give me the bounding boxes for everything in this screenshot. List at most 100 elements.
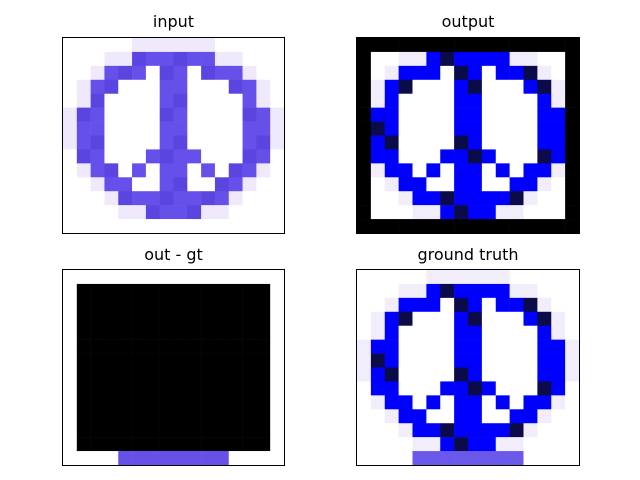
pixel [228, 135, 243, 150]
pixel [228, 205, 243, 220]
pixel [440, 311, 455, 326]
pixel [509, 325, 524, 340]
pixel [468, 191, 483, 206]
pixel [565, 191, 579, 206]
pixel [270, 65, 284, 81]
pixel [76, 423, 91, 438]
pixel [173, 451, 188, 465]
pixel [454, 121, 469, 136]
pixel [495, 311, 510, 326]
pixel [426, 297, 441, 313]
pixel [63, 191, 78, 206]
pixel [201, 423, 216, 438]
pixel [201, 205, 216, 220]
pixel [214, 283, 230, 299]
pixel [256, 65, 271, 81]
pixel [537, 79, 552, 94]
pixel [357, 353, 372, 368]
pixel [565, 93, 579, 108]
pixel [481, 107, 497, 122]
pixel [357, 107, 372, 122]
pixel [398, 283, 413, 299]
pixel [412, 409, 427, 424]
pixel [398, 353, 413, 368]
pixel [145, 437, 160, 452]
pixel [426, 270, 441, 285]
pixel [145, 107, 160, 122]
pixel [412, 423, 427, 438]
pixel [370, 219, 386, 233]
pixel [509, 79, 524, 94]
pixel [370, 51, 386, 67]
pixel [523, 38, 538, 53]
pixel [270, 381, 284, 396]
pixel [495, 191, 510, 206]
pixel [551, 191, 566, 206]
pixel [468, 107, 483, 122]
pixel [412, 135, 427, 150]
pixel [118, 451, 133, 465]
pixel [228, 38, 243, 53]
pixel [384, 297, 399, 313]
pixel [468, 65, 483, 81]
pixel [495, 107, 510, 122]
pixel [426, 51, 441, 67]
pixel [454, 409, 469, 424]
pixel [357, 149, 372, 164]
pixel [63, 437, 78, 452]
pixel [173, 205, 188, 220]
pixel [565, 270, 579, 285]
pixel [256, 311, 271, 326]
pixel [481, 93, 497, 108]
pixel [454, 297, 469, 313]
pixel [159, 149, 174, 164]
pixel [384, 191, 399, 206]
pixel [454, 107, 469, 122]
pixel [63, 51, 78, 67]
pixel [495, 353, 510, 368]
pixel [565, 205, 579, 220]
pixel [509, 339, 524, 354]
pixel [104, 270, 119, 285]
pixel [228, 325, 243, 340]
pixel [90, 135, 105, 150]
pixel [398, 51, 413, 67]
pixel [104, 451, 119, 465]
pixel [242, 451, 257, 465]
pixel [256, 135, 271, 150]
pixel [242, 270, 257, 285]
pixel [104, 93, 119, 108]
pixel [187, 437, 202, 452]
pixel [384, 205, 399, 220]
pixel [565, 423, 579, 438]
pixel [270, 205, 284, 220]
pixel [398, 381, 413, 396]
pixel [256, 177, 271, 192]
pixel [481, 38, 497, 53]
pixel [256, 283, 271, 299]
pixel [132, 325, 147, 340]
pixel [173, 177, 188, 192]
pixel [426, 219, 441, 233]
pixel [481, 339, 497, 354]
pixel [370, 297, 386, 313]
pixel [565, 367, 579, 382]
pixel [201, 163, 216, 178]
pixel [132, 283, 147, 299]
pixel [509, 149, 524, 164]
pixel [509, 311, 524, 326]
pixel [565, 219, 579, 233]
pixel [523, 381, 538, 396]
pixel [537, 107, 552, 122]
pixel [242, 437, 257, 452]
pixel [118, 381, 133, 396]
pixel [201, 93, 216, 108]
pixel [412, 451, 427, 465]
pixel [551, 107, 566, 122]
pixel [118, 219, 133, 233]
pixel [468, 409, 483, 424]
pixel [495, 297, 510, 313]
output-image [356, 37, 580, 234]
pixel [90, 51, 105, 67]
pixel [104, 367, 119, 382]
